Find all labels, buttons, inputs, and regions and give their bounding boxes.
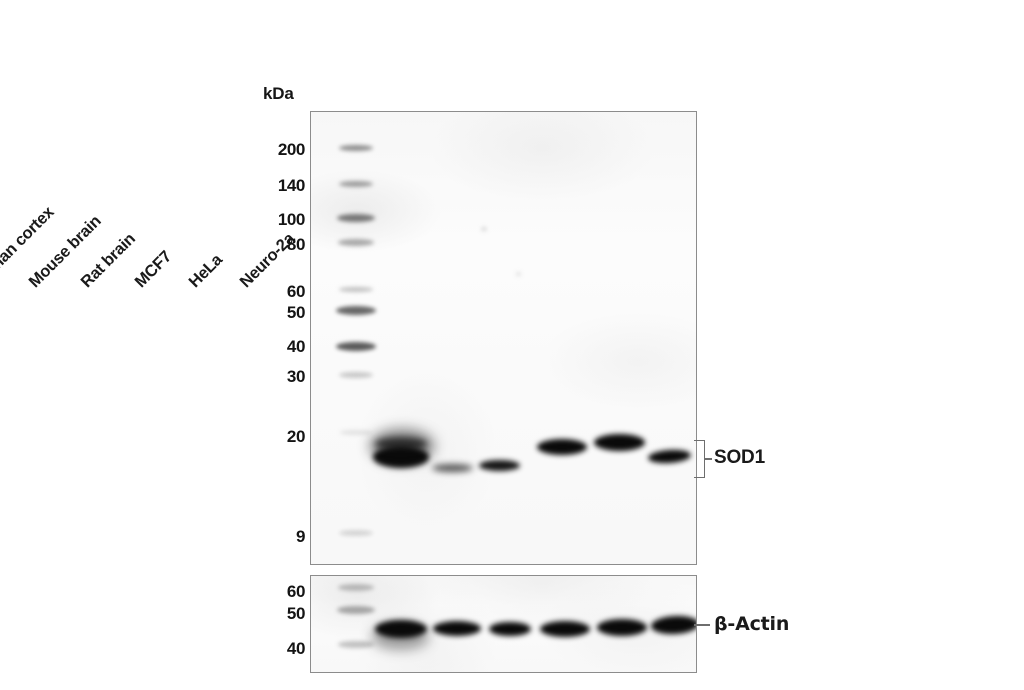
- mw-label-actin-40: 40: [286, 639, 306, 658]
- ladder-band-200: [339, 145, 373, 151]
- annotation-sod1: SOD1: [714, 447, 765, 468]
- band-sod1-hela: [594, 434, 645, 451]
- ladder-band-actin-40: [338, 641, 374, 648]
- band-actin-mcf7: [540, 621, 590, 637]
- mw-label-20: 20: [286, 427, 306, 446]
- band-sod1-mouse-brain: [432, 464, 473, 472]
- mw-label-30: 30: [286, 367, 306, 386]
- ladder-band-80: [338, 239, 374, 246]
- mw-label-actin-50: 50: [286, 604, 306, 623]
- mw-label-40: 40: [286, 337, 306, 356]
- sod1-panel-inner: [311, 112, 696, 564]
- actin-panel-inner: [311, 576, 696, 672]
- ladder-band-50: [336, 306, 376, 315]
- band-actin-hela: [597, 619, 647, 636]
- ladder-band-actin-50: [337, 606, 375, 614]
- ladder-band-140: [339, 181, 373, 187]
- ladder-band-9: [339, 530, 373, 536]
- film-speck-2: [516, 272, 521, 276]
- mw-label-9: 9: [295, 527, 305, 546]
- mw-label-60: 60: [286, 282, 306, 301]
- film-background: [311, 112, 696, 564]
- band-sod1-human-cortex-upper: [375, 437, 427, 451]
- band-sod1-mcf7: [537, 439, 587, 455]
- sod1-blot-panel: [310, 111, 697, 565]
- ladder-band-60: [339, 287, 373, 292]
- beta-actin-tick: [694, 624, 710, 626]
- mw-label-140: 140: [277, 176, 306, 195]
- ladder-band-30: [339, 372, 373, 378]
- mw-label-actin-60: 60: [286, 582, 306, 601]
- kda-axis-header: kDa: [263, 84, 294, 103]
- band-actin-human-cortex: [375, 620, 427, 638]
- mw-label-200: 200: [277, 140, 306, 159]
- beta-actin-blot-panel: [310, 575, 697, 673]
- mw-label-80: 80: [286, 235, 306, 254]
- sod1-bracket: [694, 440, 705, 478]
- ladder-band-20: [340, 430, 372, 435]
- band-actin-mouse-brain: [433, 621, 481, 636]
- ladder-band-40: [336, 342, 376, 351]
- band-actin-rat-brain: [489, 622, 531, 636]
- ladder-band-actin-60: [338, 584, 374, 591]
- mw-label-50: 50: [286, 303, 306, 322]
- band-sod1-rat-brain: [479, 460, 520, 471]
- film-speck-1: [481, 227, 487, 231]
- band-sod1-human-cortex: [373, 446, 429, 468]
- annotation-beta-actin: β-Actin: [714, 613, 790, 635]
- ladder-band-100: [337, 214, 375, 222]
- mw-label-100: 100: [277, 210, 306, 229]
- sod1-bracket-tick: [705, 458, 712, 460]
